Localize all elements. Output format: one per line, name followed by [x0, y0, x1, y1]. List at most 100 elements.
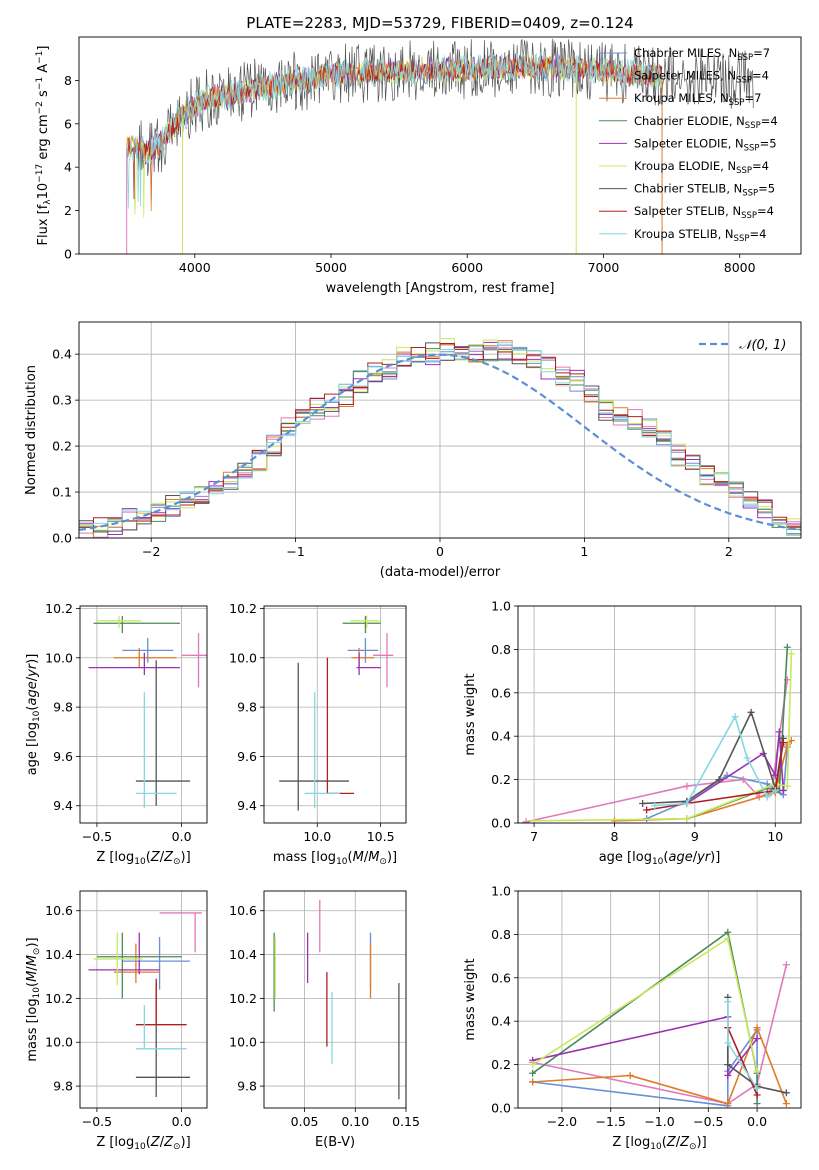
legend: 𝒩(0, 1) — [699, 338, 786, 353]
errorbar-point — [181, 633, 207, 688]
weight-line — [614, 739, 792, 822]
y-tick-label: 0.4 — [491, 729, 511, 744]
y-axis-label: mass weight — [463, 673, 478, 755]
axes-frame — [263, 890, 407, 1109]
legend-entry: Kroupa MILES, NSSP=7 — [634, 91, 761, 108]
y-tick-label: 9.4 — [237, 798, 257, 813]
x-tick-label: 0.05 — [291, 1114, 319, 1129]
chart-residuals: −2 −1 0 1 2 0.0 0.1 0.2 0.3 0.4 (data-model)/error… — [24, 321, 802, 580]
weight-marker — [724, 1039, 732, 1047]
x-tick-label: 10.5 — [367, 829, 395, 844]
y-tick-label: 0.8 — [491, 927, 511, 942]
x-tick-label: 8 — [611, 829, 619, 844]
x-tick-label: 7 — [530, 829, 538, 844]
weight-marker — [651, 802, 659, 810]
x-axis-label: Z [log10(Z/Z⊙)] — [612, 1135, 706, 1152]
errorbar-point — [96, 615, 141, 629]
y-tick-label: 0.6 — [491, 970, 511, 985]
weight-marker — [783, 643, 791, 651]
grid-lines — [80, 606, 207, 823]
errorbar-point — [350, 615, 381, 629]
axes-frame — [263, 605, 407, 824]
weight-line — [646, 742, 785, 811]
weight-marker — [724, 1071, 732, 1079]
weight-marker — [783, 741, 791, 749]
y-tick-label: 10.4 — [45, 947, 73, 962]
y-tick-label: 10.4 — [229, 947, 257, 962]
legend-entry: Chabrier ELODIE, NSSP=4 — [634, 114, 778, 131]
x-tick-label: 6000 — [451, 260, 483, 275]
x-tick-label: 2 — [725, 544, 733, 559]
legend-entry: Salpeter STELIB, NSSP=4 — [634, 204, 774, 221]
y-tick-label: 9.8 — [237, 1079, 257, 1094]
y-tick-label: 10.0 — [45, 1035, 73, 1050]
x-tick-label: 0.15 — [392, 1114, 420, 1129]
weight-line — [532, 1027, 758, 1107]
legend-entry: Salpeter ELODIE, NSSP=5 — [634, 136, 777, 153]
weight-marker — [783, 782, 791, 790]
x-tick-label: 0 — [436, 544, 444, 559]
weight-marker — [626, 1071, 634, 1079]
y-tick-label: 10.2 — [45, 991, 73, 1006]
weight-marker — [683, 799, 691, 807]
x-axis-label: Z [log10(Z/Z⊙)] — [96, 1135, 190, 1152]
weight-marker — [530, 817, 538, 823]
x-tick-label: 7000 — [588, 260, 620, 275]
axes-frame — [79, 890, 208, 1109]
spectrum-line — [126, 52, 663, 209]
y-tick-label: 0.4 — [52, 347, 72, 362]
spectrum-line — [126, 56, 663, 200]
legend-entry: Kroupa STELIB, NSSP=4 — [634, 227, 766, 244]
gaussian-curve — [79, 353, 801, 531]
y-tick-label: 6 — [64, 116, 72, 131]
y-tick-label: 0.3 — [52, 393, 72, 408]
weight-line — [532, 964, 788, 1105]
errorbar-point — [88, 932, 160, 975]
errorbar-point — [122, 638, 174, 663]
errorbar-point — [93, 615, 180, 634]
weight-marker — [683, 815, 691, 823]
errorbar-point — [373, 633, 394, 688]
chart-weight-vs-age: 7 8 9 10 0.0 0.2 0.4 0.6 0.8 1.0 age [log10(age/yr… — [463, 599, 802, 867]
axes-frame — [78, 321, 802, 539]
errorbar-point — [135, 978, 187, 1026]
y-tick-label: 0.1 — [52, 485, 72, 500]
weight-marker — [724, 935, 732, 943]
plot-area — [79, 338, 801, 538]
x-tick-label: 1 — [580, 544, 588, 559]
weight-marker — [782, 1089, 790, 1097]
y-tick-label: 9.6 — [53, 749, 73, 764]
legend-entry: 𝒩(0, 1) — [739, 338, 786, 353]
weight-marker — [639, 799, 647, 807]
weight-marker — [522, 818, 530, 823]
plot-area — [88, 912, 202, 1098]
errorbar-point — [88, 652, 180, 676]
x-tick-label: −1 — [286, 544, 304, 559]
y-tick-label: 1.0 — [491, 884, 511, 899]
legend-entry: Kroupa ELODIE, NSSP=4 — [634, 159, 769, 176]
y-tick-label: 8 — [64, 73, 72, 88]
legend: Chabrier MILES, NSSP=7 Salpeter MILES, NS… — [599, 46, 778, 244]
y-tick-label: 0.2 — [491, 772, 511, 787]
weight-marker — [753, 1084, 761, 1092]
errorbar-point — [159, 912, 202, 953]
y-tick-label: 9.8 — [53, 700, 73, 715]
y-tick-label: 0.0 — [491, 1101, 511, 1116]
weight-marker — [529, 1078, 537, 1086]
chart-spectrum: 4000 5000 6000 7000 8000 0 2 4 6 8 wavelength [Ang… — [35, 36, 802, 296]
y-tick-label: 4 — [64, 160, 72, 175]
weight-marker — [724, 998, 732, 1006]
y-tick-label: 10.0 — [229, 650, 257, 665]
x-tick-label: 5000 — [315, 260, 347, 275]
y-tick-label: 9.6 — [237, 749, 257, 764]
y-tick-label: 0.0 — [52, 531, 72, 546]
weight-marker — [739, 776, 747, 784]
weight-marker — [715, 776, 723, 784]
chart-mass-vs-Z: −0.5 0.0 9.8 10.0 10.2 10.4 10.6 Z [log10(Z/Z⊙)… — [25, 890, 208, 1152]
x-tick-label: 8000 — [724, 260, 756, 275]
errorbar-point — [326, 657, 355, 795]
x-tick-label: −0.5 — [82, 1114, 112, 1129]
weight-marker — [779, 739, 787, 747]
y-tick-label: 10.0 — [45, 650, 73, 665]
